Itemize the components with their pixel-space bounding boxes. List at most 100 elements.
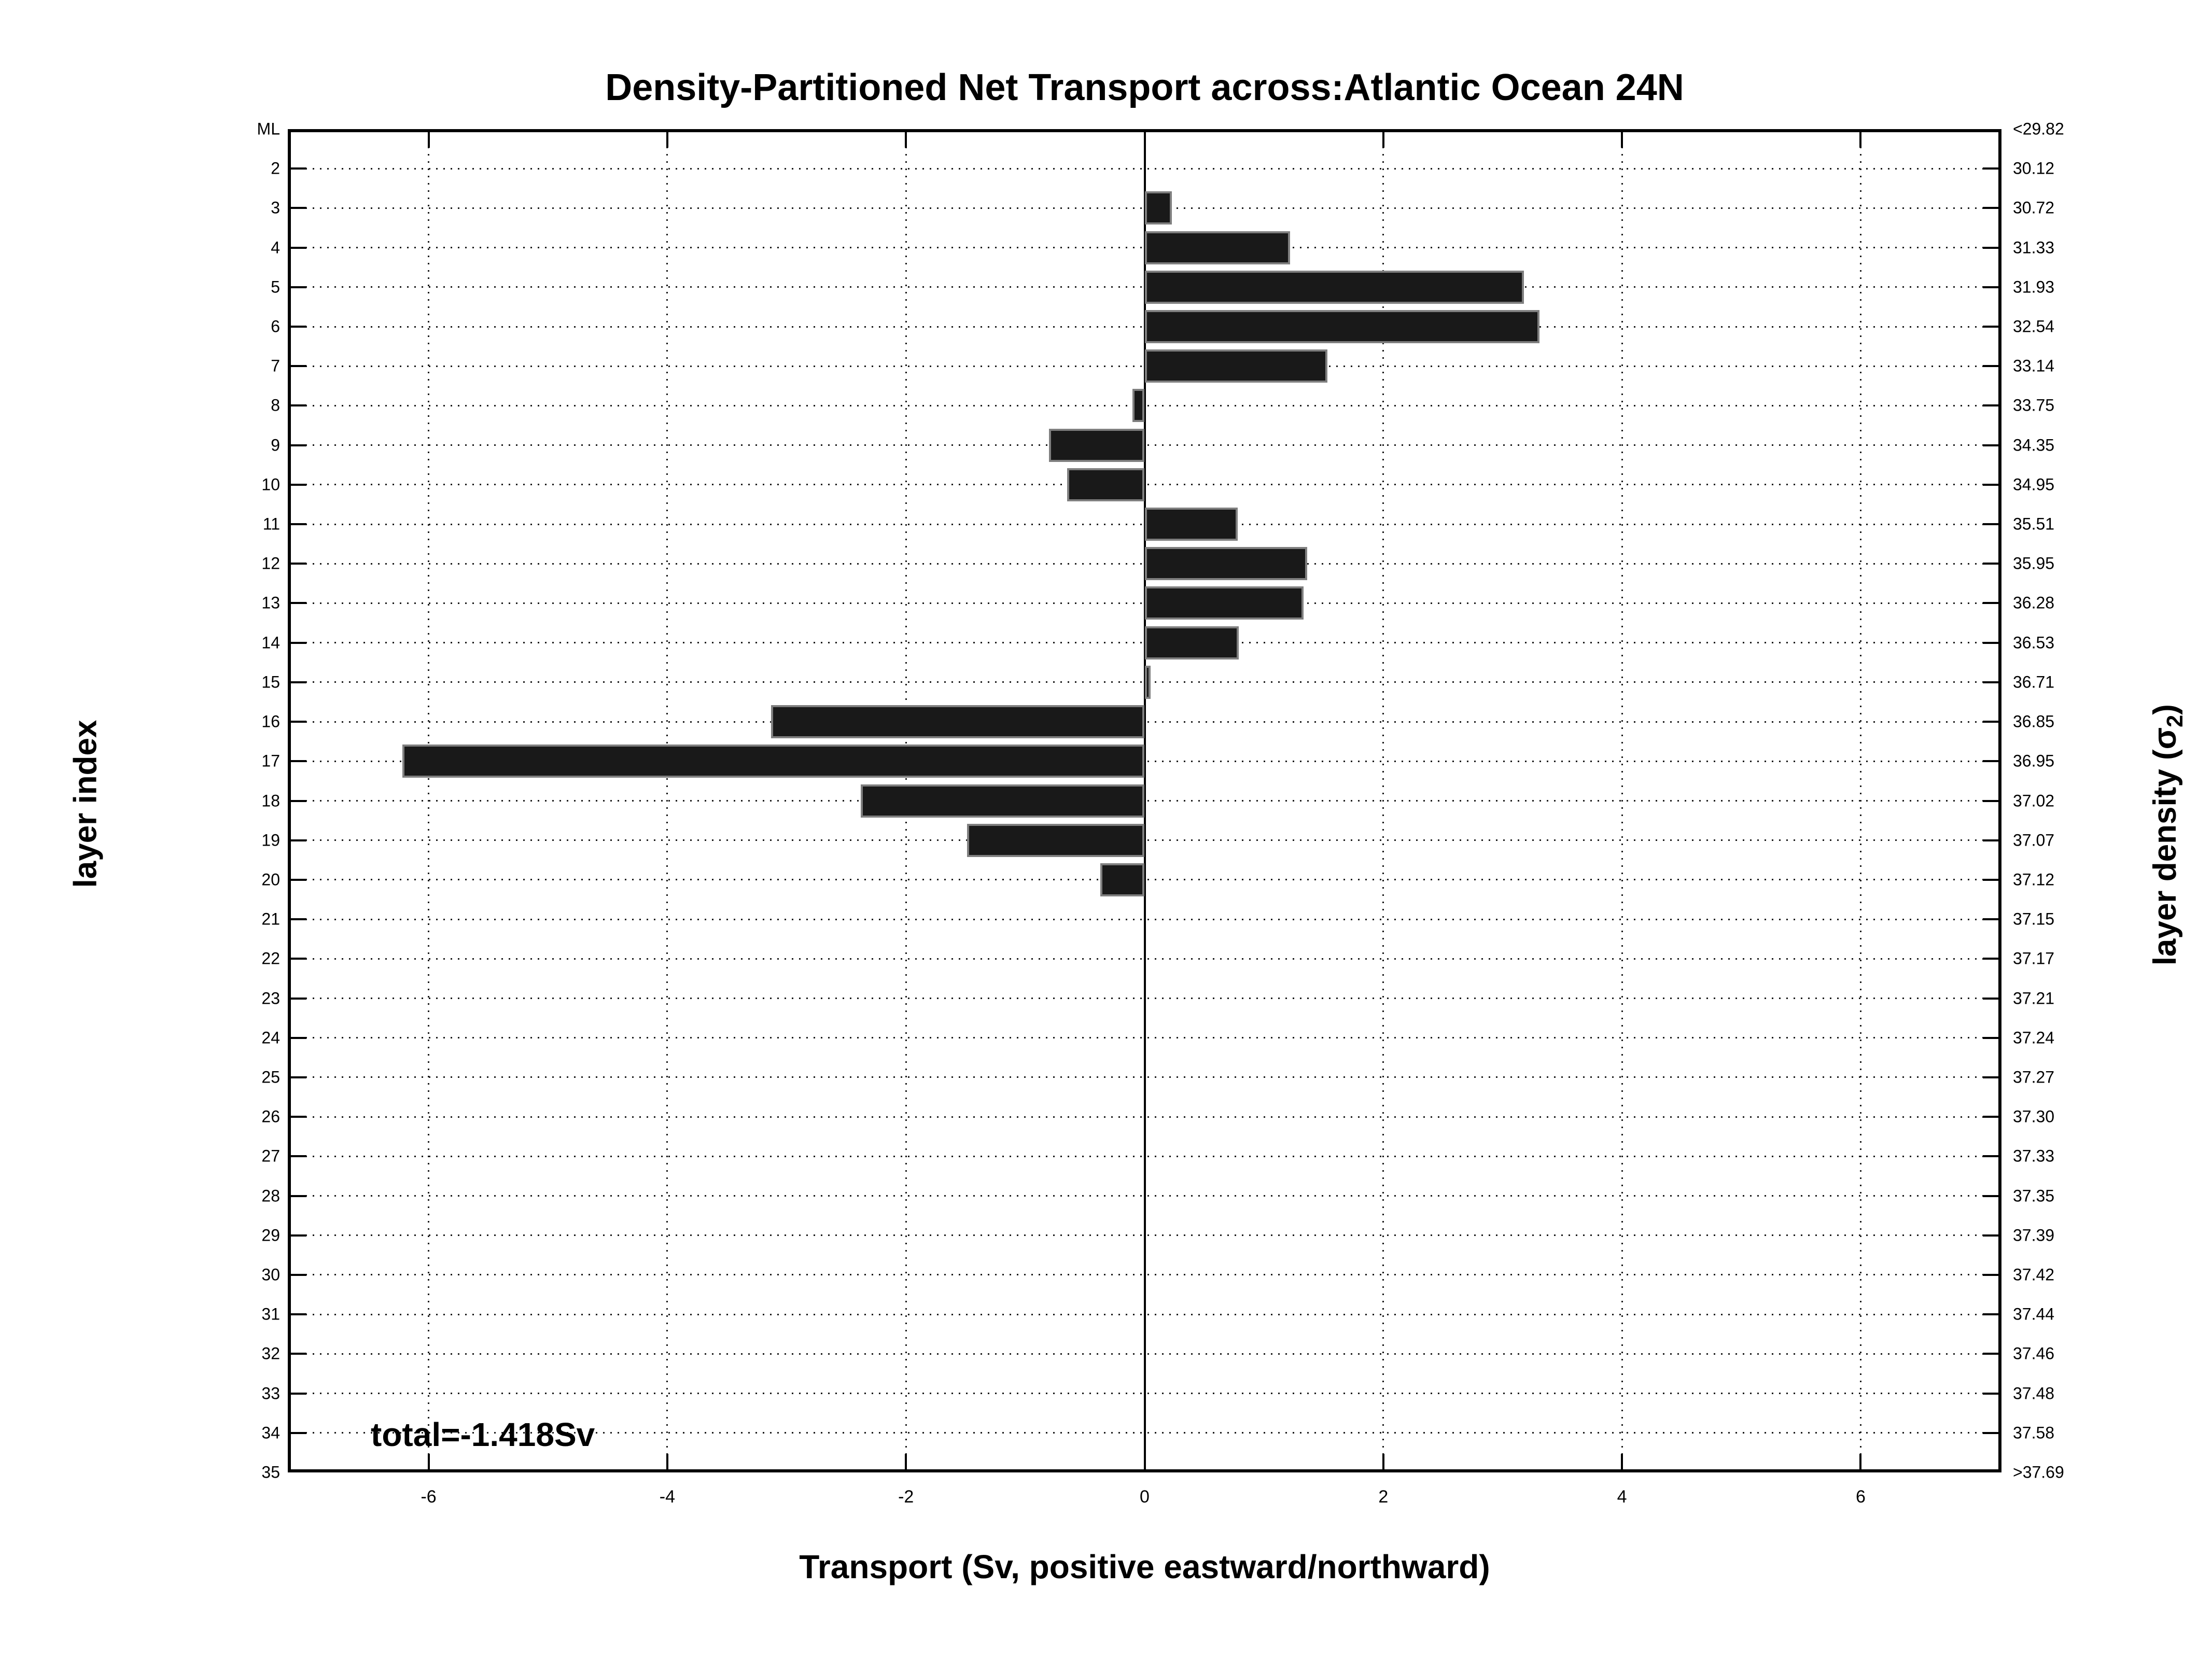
y-tick-label-left: 12 <box>261 554 280 573</box>
y-tick-mark-right <box>1983 1155 1998 1158</box>
y-tick-label-right: 31.93 <box>2013 277 2055 297</box>
y-tick-label-right: 37.58 <box>2013 1423 2055 1442</box>
x-tick-mark-bottom <box>905 1454 907 1469</box>
x-tick-mark-top <box>666 132 668 148</box>
y-tick-label-left: 34 <box>261 1423 280 1442</box>
y-gridline <box>291 998 1998 1000</box>
bar-layer-3 <box>1144 191 1172 225</box>
y-tick-label-right: 36.28 <box>2013 593 2055 612</box>
y-tick-label-left: 18 <box>261 791 280 810</box>
y-gridline <box>291 721 1998 723</box>
y-tick-label-left: 9 <box>271 436 280 455</box>
y-tick-label-right: 37.27 <box>2013 1068 2055 1087</box>
y-tick-mark-right <box>1983 918 1998 921</box>
y-gridline <box>291 1274 1998 1276</box>
y-tick-label-left: 20 <box>261 870 280 889</box>
y-tick-label-right: 37.35 <box>2013 1186 2055 1205</box>
y-tick-mark-right <box>1983 1234 1998 1237</box>
y-tick-label-right: 37.15 <box>2013 909 2055 929</box>
y-tick-label-right: 37.12 <box>2013 870 2055 889</box>
y-tick-mark-left <box>291 1195 306 1197</box>
y-tick-label-left: 26 <box>261 1107 280 1126</box>
y-tick-label-left: 13 <box>261 593 280 612</box>
x-tick-mark-top <box>1382 132 1384 148</box>
y-tick-mark-left <box>291 878 306 881</box>
y-tick-label-left: 3 <box>271 198 280 217</box>
y-tick-label-left: 27 <box>261 1146 280 1165</box>
y-tick-label-left: 31 <box>261 1304 280 1324</box>
y-tick-mark-left <box>291 1076 306 1078</box>
y-tick-mark-right <box>1983 444 1998 446</box>
y-tick-label-right: <29.82 <box>2013 119 2064 138</box>
y-tick-label-right: 37.42 <box>2013 1265 2055 1284</box>
x-tick-mark-bottom <box>1859 1454 1862 1469</box>
y-tick-label-left: 8 <box>271 396 280 415</box>
y-tick-mark-right <box>1983 1195 1998 1197</box>
x-tick-label: -4 <box>659 1487 675 1507</box>
y-tick-mark-right <box>1983 997 1998 1000</box>
y-tick-mark-left <box>291 563 306 565</box>
bar-layer-16 <box>771 705 1145 739</box>
y-tick-label-left: 33 <box>261 1384 280 1403</box>
bar-layer-19 <box>967 823 1145 857</box>
y-tick-mark-right <box>1983 958 1998 960</box>
y-tick-mark-right <box>1983 1392 1998 1395</box>
y-tick-label-left: 35 <box>261 1463 280 1482</box>
y-tick-label-right: 36.71 <box>2013 672 2055 692</box>
bar-layer-5 <box>1144 270 1524 304</box>
y-tick-label-right: 32.54 <box>2013 317 2055 336</box>
y-tick-label-right: 33.75 <box>2013 396 2055 415</box>
y-tick-label-left: 28 <box>261 1186 280 1205</box>
y-tick-mark-left <box>291 681 306 683</box>
y-gridline <box>291 167 1998 170</box>
y-tick-label-right: 37.33 <box>2013 1146 2055 1165</box>
y-tick-label-left: 15 <box>261 672 280 692</box>
y-gridline <box>291 800 1998 802</box>
y-tick-label-left: 11 <box>262 514 280 533</box>
y-tick-label-right: 37.02 <box>2013 791 2055 810</box>
y-tick-mark-left <box>291 167 306 170</box>
y-tick-mark-left <box>291 799 306 802</box>
y-tick-mark-right <box>1983 1076 1998 1078</box>
y-gridline <box>291 1234 1998 1237</box>
y-tick-label-right: 31.33 <box>2013 238 2055 257</box>
y-tick-mark-right <box>1983 1273 1998 1276</box>
y-tick-label-right: 37.17 <box>2013 949 2055 968</box>
x-tick-mark-bottom <box>1621 1454 1623 1469</box>
x-tick-mark-bottom <box>666 1454 668 1469</box>
x-tick-mark-top <box>905 132 907 148</box>
y-gridline <box>291 1432 1998 1434</box>
x-tick-mark-top <box>1859 132 1862 148</box>
y-tick-label-left: ML <box>257 119 280 138</box>
bar-layer-10 <box>1067 468 1145 501</box>
y-tick-mark-right <box>1983 246 1998 249</box>
y-tick-label-right: >37.69 <box>2013 1463 2064 1482</box>
x-tick-mark-top <box>427 132 430 148</box>
y-tick-mark-left <box>291 1353 306 1355</box>
y-tick-mark-left <box>291 760 306 763</box>
y-tick-mark-right <box>1983 326 1998 328</box>
y-tick-label-right: 33.14 <box>2013 356 2055 375</box>
y-tick-mark-right <box>1983 721 1998 723</box>
y-tick-mark-left <box>291 1431 306 1434</box>
x-tick-mark-bottom <box>1382 1454 1384 1469</box>
bar-layer-13 <box>1144 586 1304 620</box>
y-tick-label-right: 37.30 <box>2013 1107 2055 1126</box>
bar-layer-15 <box>1144 665 1151 699</box>
y-tick-mark-right <box>1983 404 1998 407</box>
y-tick-mark-left <box>291 483 306 486</box>
y-tick-mark-right <box>1983 1036 1998 1039</box>
y-tick-mark-right <box>1983 167 1998 170</box>
y-tick-label-right: 37.21 <box>2013 989 2055 1008</box>
x-tick-label: -6 <box>421 1487 437 1507</box>
x-tick-label: 6 <box>1855 1487 1866 1507</box>
bar-layer-4 <box>1144 231 1291 264</box>
y-tick-mark-right <box>1983 563 1998 565</box>
y-gridline <box>291 1037 1998 1039</box>
y-tick-label-right: 37.24 <box>2013 1028 2055 1047</box>
y-tick-mark-left <box>291 918 306 921</box>
y-gridline <box>291 444 1998 446</box>
bar-layer-7 <box>1144 349 1327 383</box>
y-gridline <box>291 1195 1998 1197</box>
y-tick-label-left: 21 <box>261 909 280 929</box>
